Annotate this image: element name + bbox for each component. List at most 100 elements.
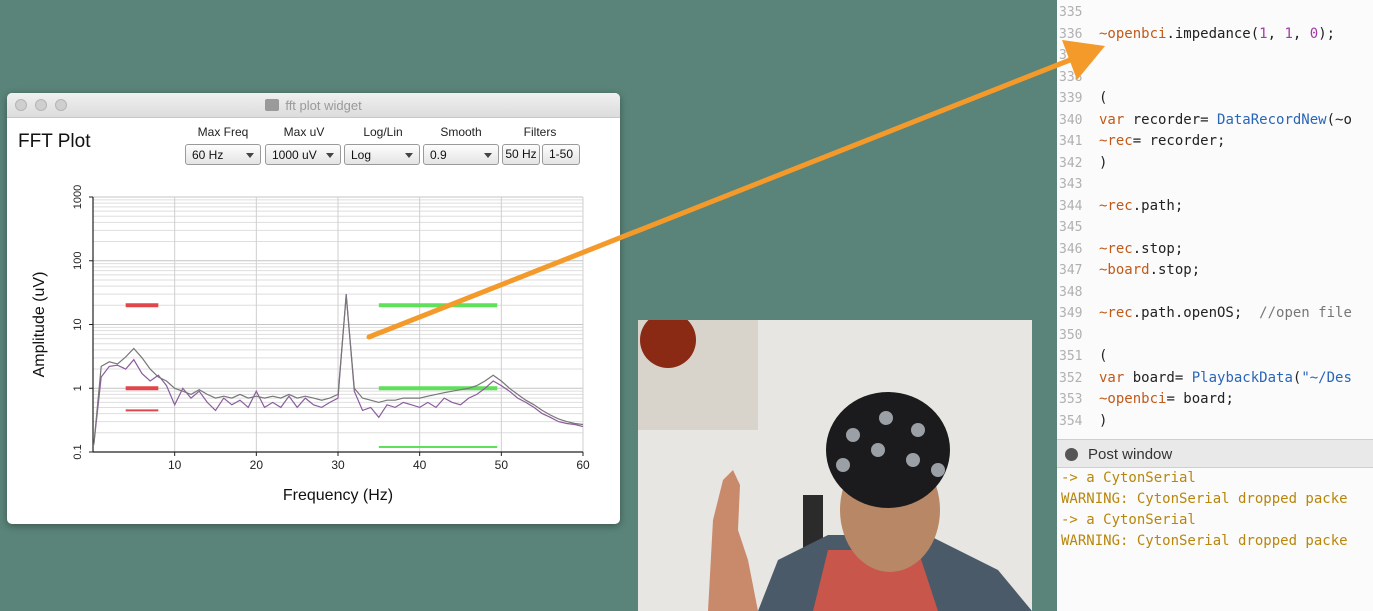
window-title: fft plot widget	[7, 98, 620, 113]
code-token: ~openbci	[1099, 25, 1167, 42]
line-number: 341	[1059, 134, 1083, 149]
x-tick-label: 30	[331, 458, 345, 472]
code-line[interactable]: 340 var recorder= DataRecordNew(~o	[1057, 110, 1352, 130]
code-line[interactable]: 336 ~openbci.impedance(1, 1, 0);	[1057, 24, 1335, 44]
code-token: ~board	[1099, 262, 1150, 278]
code-line[interactable]: 352 var board= PlaybackData("~/Des	[1057, 368, 1352, 388]
code-token: PlaybackData	[1191, 369, 1293, 386]
line-number: 342	[1059, 155, 1083, 171]
y-tick-label: 10	[72, 318, 84, 330]
code-token: ,	[1267, 25, 1285, 42]
code-line[interactable]: 341 ~rec= recorder;	[1057, 131, 1225, 151]
minimize-window-icon[interactable]	[35, 99, 47, 111]
code-line[interactable]: 351 (	[1057, 346, 1107, 366]
post-window: Post window -> a CytonSerial WARNING: Cy…	[1057, 439, 1373, 611]
code-line[interactable]: 339 (	[1057, 88, 1107, 108]
code-line[interactable]: 345	[1057, 217, 1099, 237]
code-token: "~/Des	[1301, 369, 1352, 386]
line-number: 337	[1059, 48, 1083, 63]
close-window-icon[interactable]	[15, 99, 27, 111]
code-token: var	[1099, 369, 1133, 386]
code-token: )	[1099, 412, 1108, 429]
chevron-down-icon	[246, 153, 254, 158]
code-token: .stop;	[1132, 240, 1184, 257]
x-tick-label: 10	[168, 458, 182, 472]
max-uv-select[interactable]: 1000 uV	[265, 144, 341, 165]
code-line[interactable]: 342)	[1057, 153, 1107, 173]
code-token: ,	[1292, 25, 1310, 42]
code-line[interactable]: 343	[1057, 174, 1099, 194]
code-token: .path.openOS;	[1132, 305, 1260, 321]
plot-heading: FFT Plot	[18, 131, 91, 152]
code-line[interactable]: 338	[1057, 67, 1099, 87]
post-line: -> a CytonSerial	[1061, 512, 1196, 528]
y-tick-label: 100	[72, 252, 84, 270]
code-line[interactable]: 335	[1057, 2, 1099, 22]
x-tick-label: 60	[576, 458, 590, 472]
y-tick-label: 1	[72, 385, 84, 391]
x-tick-label: 20	[250, 458, 264, 472]
code-token: );	[1318, 25, 1336, 42]
code-line[interactable]: 353 ~openbci= board;	[1057, 389, 1234, 409]
line-number: 347	[1059, 263, 1083, 278]
code-token: board=	[1132, 369, 1192, 386]
line-number: 350	[1059, 327, 1083, 343]
code-line[interactable]: 354)	[1057, 411, 1107, 431]
line-number: 353	[1059, 392, 1083, 407]
code-token: recorder=	[1132, 111, 1218, 128]
webcam-person-eeg-cap	[638, 320, 1032, 611]
code-token: .path;	[1132, 197, 1184, 214]
post-line: WARNING: CytonSerial dropped packe	[1061, 491, 1348, 507]
code-token: ~openbci	[1099, 391, 1167, 407]
post-window-header: Post window	[1057, 439, 1373, 468]
code-token: = recorder;	[1132, 133, 1226, 149]
line-number: 340	[1059, 112, 1083, 128]
fft-plot-window: fft plot widget FFT Plot Max Freq 60 Hz …	[7, 93, 620, 524]
code-token: .impedance(	[1166, 25, 1260, 42]
chevron-down-icon	[326, 153, 334, 158]
line-number: 343	[1059, 177, 1083, 192]
code-line[interactable]: 346 ~rec.stop;	[1057, 239, 1183, 259]
code-token: DataRecordNew	[1217, 111, 1327, 128]
code-token: 0	[1309, 25, 1319, 42]
code-line[interactable]: 350	[1057, 325, 1099, 345]
code-token: (	[1292, 369, 1302, 386]
code-token: ~rec	[1099, 240, 1133, 257]
code-token: (	[1099, 90, 1108, 106]
fft-series-line	[93, 294, 584, 445]
code-token: //open file	[1259, 305, 1352, 321]
line-number: 354	[1059, 413, 1083, 429]
x-axis-label: Frequency (Hz)	[283, 487, 393, 504]
code-line[interactable]: 337	[1057, 45, 1099, 65]
zoom-window-icon[interactable]	[55, 99, 67, 111]
code-line[interactable]: 349 ~rec.path.openOS; //open file	[1057, 303, 1352, 323]
post-line: WARNING: CytonSerial dropped packe	[1061, 533, 1348, 549]
y-axis-label: Amplitude (uV)	[31, 272, 48, 378]
line-number: 335	[1059, 5, 1083, 20]
code-line[interactable]: 347 ~board.stop;	[1057, 260, 1200, 280]
fft-series-line	[93, 295, 584, 445]
line-number: 348	[1059, 284, 1083, 300]
line-number: 351	[1059, 349, 1083, 364]
code-token: )	[1099, 154, 1108, 171]
code-editor[interactable]: 335 336 ~openbci.impedance(1, 1, 0); 337 338…	[1057, 0, 1373, 439]
app-icon	[265, 99, 280, 111]
code-token: ~rec	[1099, 133, 1133, 149]
max-uv-label: Max uV	[283, 125, 325, 139]
y-tick-label: 0.1	[72, 444, 84, 459]
x-tick-label: 40	[413, 458, 427, 472]
code-token: ~rec	[1099, 305, 1133, 321]
code-token: 1	[1284, 25, 1293, 42]
x-tick-label: 50	[495, 458, 509, 472]
max-freq-select[interactable]: 60 Hz	[185, 144, 261, 165]
code-token: = board;	[1166, 391, 1234, 407]
code-token: 1	[1259, 25, 1268, 42]
line-number: 346	[1059, 241, 1083, 257]
code-line[interactable]: 344 ~rec.path;	[1057, 196, 1183, 216]
code-token: var	[1099, 111, 1133, 128]
line-number: 338	[1059, 69, 1083, 85]
fft-chart: 10 20 30 40 50 60 0.1 1 10 100 1000 Frequency (Hz) A…	[31, 185, 590, 504]
line-number: 339	[1059, 91, 1083, 106]
code-token: ~rec	[1099, 197, 1133, 214]
code-line[interactable]: 348	[1057, 282, 1099, 302]
